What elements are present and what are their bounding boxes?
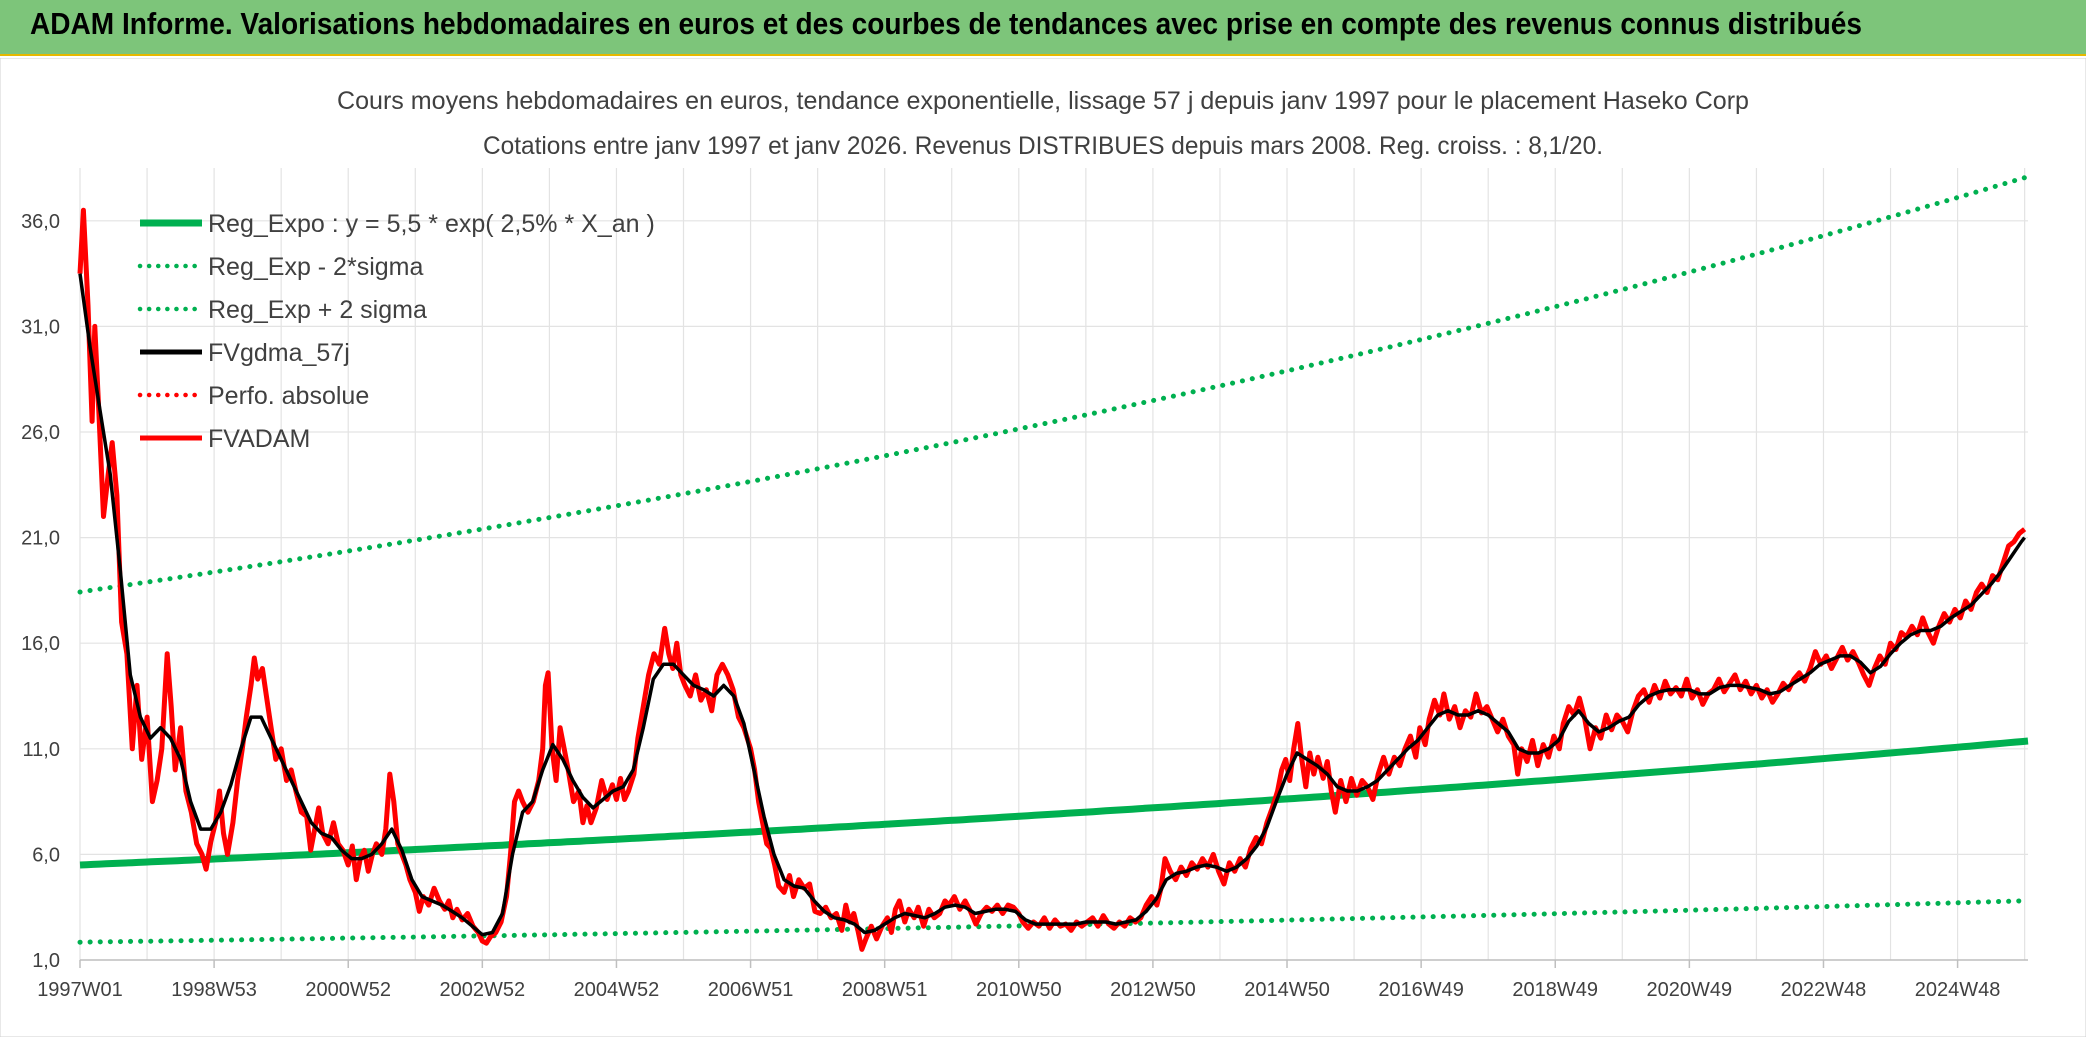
x-tick-label: 2010W50	[976, 979, 1062, 1001]
report-banner: ADAM Informe. Valorisations hebdomadaire…	[0, 0, 2086, 56]
x-tick-label: 2024W48	[1915, 979, 2001, 1001]
legend-label: Reg_Exp - 2*sigma	[208, 253, 423, 281]
y-tick-label: 36,0	[21, 211, 60, 233]
y-tick-label: 31,0	[21, 316, 60, 338]
reg-exp-plus-2sigma-line	[77, 174, 2031, 595]
x-tick-label: 2012W50	[1110, 979, 1196, 1001]
legend-label: Reg_Expo : y = 5,5 * exp( 2,5% * X_an )	[208, 210, 655, 238]
x-tick-label: 2006W51	[708, 979, 794, 1001]
legend-label: Perfo. absolue	[208, 382, 369, 410]
x-tick-label: 2008W51	[842, 979, 928, 1001]
chart-area: 1,0 6,0 11,0 16,0 21,0 26,0 31,0 36,0 1997W01 199…	[0, 57, 2086, 1038]
price-trend-chart: 1,0 6,0 11,0 16,0 21,0 26,0 31,0 36,0 1997W01 199…	[0, 57, 2086, 1038]
fvgdma-57j-line	[78, 273, 2026, 937]
x-tick-label: 2002W52	[440, 979, 526, 1001]
x-tick-label: 1998W53	[171, 979, 257, 1001]
reg-exp-minus-2sigma-line	[77, 898, 2031, 945]
x-tick-label: 2000W52	[305, 979, 391, 1001]
x-tick-label: 2020W49	[1647, 979, 1733, 1001]
x-tick-label: 2014W50	[1244, 979, 1330, 1001]
y-tick-label: 6,0	[32, 844, 60, 866]
y-tick-label: 16,0	[21, 633, 60, 655]
y-tick-label: 21,0	[21, 528, 60, 550]
x-tick-label: 2018W49	[1512, 979, 1598, 1001]
x-tick-label: 2004W52	[574, 979, 660, 1001]
chart-title-line-1: Cours moyens hebdomadaires en euros, ten…	[337, 87, 1749, 115]
legend-label: Reg_Exp + 2 sigma	[208, 296, 427, 324]
legend-label: FVADAM	[208, 425, 310, 453]
x-tick-label: 2016W49	[1378, 979, 1464, 1001]
chart-title-line-2: Cotations entre janv 1997 et janv 2026. …	[483, 132, 1603, 160]
x-tick-label: 2022W48	[1781, 979, 1867, 1001]
y-tick-label: 26,0	[21, 422, 60, 444]
x-tick-label: 1997W01	[37, 979, 123, 1001]
reg-expo-line	[79, 737, 2029, 869]
legend-label: FVgdma_57j	[208, 339, 350, 367]
report-title: ADAM Informe. Valorisations hebdomadaire…	[30, 6, 1862, 41]
y-tick-label: 11,0	[23, 739, 60, 761]
y-tick-label: 1,0	[32, 950, 60, 972]
